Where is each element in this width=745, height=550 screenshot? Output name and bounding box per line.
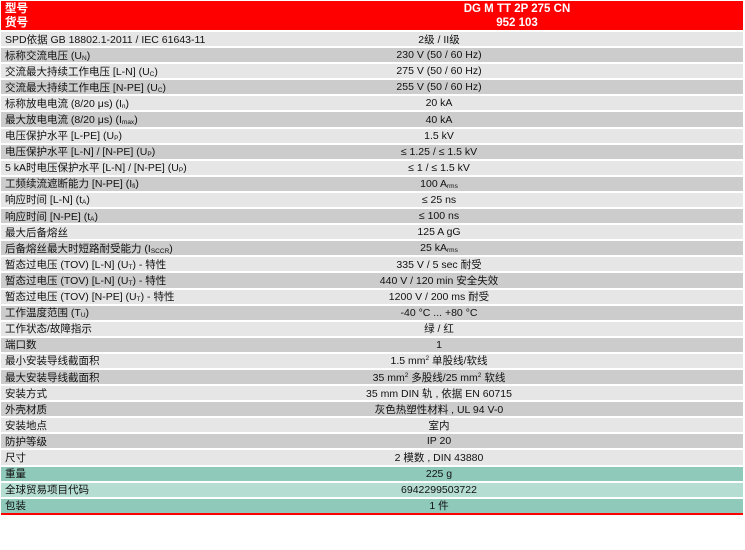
table-row: 最大放电电流 (8/20 μs) (Imax) 40 kA (1, 112, 743, 127)
table-row: 后备熔丝最大时短路耐受能力 (ISCCR) 25 kArms (1, 241, 743, 256)
spec-value: 35 mm DIN 轨 , 依据 EN 60715 (366, 387, 512, 400)
spec-value: 440 V / 120 min 安全失效 (379, 274, 499, 287)
spec-label: 响应时间 [L-N] (tA) (5, 194, 90, 207)
spec-label: 安装地点 (5, 419, 47, 432)
spec-label: 交流最大持续工作电压 [L-N] (UC) (5, 65, 158, 78)
spec-rows: SPD依据 GB 18802.1-2011 / IEC 61643-11 2级 /… (1, 32, 743, 513)
table-row: 响应时间 [N-PE] (tA) ≤ 100 ns (1, 209, 743, 224)
spec-label: 尺寸 (5, 451, 26, 464)
table-row: 标称放电电流 (8/20 μs) (In) 20 kA (1, 96, 743, 111)
table-row: 尺寸 2 模数 , DIN 43880 (1, 450, 743, 465)
spec-label: 后备熔丝最大时短路耐受能力 (ISCCR) (5, 242, 173, 255)
spec-value: 1.5 mm2 单股线/软线 (390, 355, 488, 368)
type-value: DG M TT 2P 275 CN (463, 3, 571, 15)
spec-value: ≤ 1 / ≤ 1.5 kV (408, 161, 470, 174)
spec-value: 230 V (50 / 60 Hz) (396, 49, 482, 62)
spec-value: 255 V (50 / 60 Hz) (396, 81, 482, 94)
spec-value: 275 V (50 / 60 Hz) (396, 65, 482, 78)
table-row: 端口数 1 (1, 337, 743, 352)
table-row: 响应时间 [L-N] (tA) ≤ 25 ns (1, 192, 743, 208)
spec-label: 响应时间 [N-PE] (tA) (5, 210, 99, 223)
table-row: 工频续流遮断能力 [N-PE] (Ifi) 100 Arms (1, 176, 743, 191)
spec-label: 暂态过电压 (TOV) [L-N] (UT) - 特性 (5, 258, 167, 271)
table-row: 5 kA时电压保护水平 [L-N] / [N-PE] (UP) ≤ 1 / ≤ 1… (1, 160, 743, 175)
spec-label: 工频续流遮断能力 [N-PE] (Ifi) (5, 178, 139, 191)
spec-value: 1.5 kV (424, 129, 454, 142)
spec-label: 端口数 (5, 339, 37, 352)
spec-label: 外壳材质 (5, 403, 47, 416)
table-bottom-border (1, 512, 743, 515)
spec-label: 最大放电电流 (8/20 μs) (Imax) (5, 114, 138, 127)
table-row: 交流最大持续工作电压 [N-PE] (UC) 255 V (50 / 60 Hz) (1, 80, 743, 95)
spec-label: 全球贸易项目代码 (5, 484, 89, 497)
table-row: 安装地点 室内 (1, 418, 743, 433)
spec-value: 125 A gG (417, 226, 461, 239)
spec-label: 暂态过电压 (TOV) [L-N] (UT) - 特性 (5, 274, 167, 287)
spec-value: ≤ 1.25 / ≤ 1.5 kV (400, 145, 478, 158)
spec-value: 20 kA (425, 97, 453, 110)
spec-table: 型号 货号 DG M TT 2P 275 CN 952 103 SPD依据 GB… (1, 1, 743, 515)
spec-label: 安装方式 (5, 387, 47, 400)
spec-label: 电压保护水平 [L-PE] (UP) (5, 130, 122, 143)
table-row: 最大后备熔丝 125 A gG (1, 225, 743, 240)
spec-value: 35 mm2 多股线/25 mm2 软线 (372, 371, 506, 384)
table-row: 重量 225 g (1, 466, 743, 481)
table-row: 暂态过电压 (TOV) [L-N] (UT) - 特性 335 V / 5 sec… (1, 257, 743, 272)
table-header: 型号 货号 DG M TT 2P 275 CN 952 103 (1, 1, 743, 30)
spec-label: 最小安装导线截面积 (5, 355, 100, 368)
table-row: 防护等级 IP 20 (1, 434, 743, 449)
spec-label: 5 kA时电压保护水平 [L-N] / [N-PE] (UP) (5, 162, 187, 175)
table-row: 外壳材质 灰色热塑性材料 , UL 94 V-0 (1, 402, 743, 417)
table-row: 工作状态/故障指示 绿 / 红 (1, 321, 743, 336)
spec-label: 重量 (5, 468, 26, 481)
spec-value: 2级 / II级 (418, 33, 460, 46)
table-row: 包装 1 件 (1, 498, 743, 513)
table-row: 最大安装导线截面积 35 mm2 多股线/25 mm2 软线 (1, 369, 743, 385)
spec-value: IP 20 (426, 435, 452, 448)
spec-label: 防护等级 (5, 435, 47, 448)
table-row: 交流最大持续工作电压 [L-N] (UC) 275 V (50 / 60 Hz) (1, 64, 743, 79)
spec-value: -40 °C ... +80 °C (400, 306, 478, 319)
spec-label: 暂态过电压 (TOV) [N-PE] (UT) - 特性 (5, 291, 175, 304)
spec-label: 标称交流电压 (UN) (5, 49, 91, 62)
table-row: 最小安装导线截面积 1.5 mm2 单股线/软线 (1, 353, 743, 368)
table-row: 暂态过电压 (TOV) [L-N] (UT) - 特性 440 V / 120 m… (1, 273, 743, 288)
spec-label: SPD依据 GB 18802.1-2011 / IEC 61643-11 (5, 33, 206, 46)
spec-label: 最大后备熔丝 (5, 226, 68, 239)
spec-label: 交流最大持续工作电压 [N-PE] (UC) (5, 81, 167, 94)
order-number-value: 952 103 (496, 17, 538, 29)
spec-label: 电压保护水平 [L-N] / [N-PE] (UP) (5, 146, 156, 159)
table-row: 安装方式 35 mm DIN 轨 , 依据 EN 60715 (1, 386, 743, 401)
spec-value: 6942299503722 (401, 483, 477, 496)
table-row: 电压保护水平 [L-N] / [N-PE] (UP) ≤ 1.25 / ≤ 1.5… (1, 144, 743, 159)
type-label: 型号 (5, 3, 28, 15)
spec-label: 标称放电电流 (8/20 μs) (In) (5, 97, 130, 110)
spec-value: 225 g (425, 467, 453, 480)
spec-value: 室内 (428, 419, 450, 432)
table-row: SPD依据 GB 18802.1-2011 / IEC 61643-11 2级 /… (1, 32, 743, 47)
spec-value: 335 V / 5 sec 耐受 (396, 258, 482, 271)
spec-value: 40 kA (425, 113, 453, 126)
table-row: 暂态过电压 (TOV) [N-PE] (UT) - 特性 1200 V / 200… (1, 289, 743, 304)
spec-value: 1 件 (429, 500, 449, 513)
spec-label: 包装 (5, 500, 26, 513)
spec-value: 1 (436, 338, 442, 351)
spec-value: 2 模数 , DIN 43880 (394, 451, 484, 464)
table-row: 标称交流电压 (UN) 230 V (50 / 60 Hz) (1, 48, 743, 63)
spec-value: 25 kArms (420, 242, 458, 255)
spec-label: 最大安装导线截面积 (5, 371, 100, 384)
table-row: 全球贸易项目代码 6942299503722 (1, 482, 743, 497)
table-row: 工作温度范围 (TU) -40 °C ... +80 °C (1, 305, 743, 320)
spec-value: 灰色热塑性材料 , UL 94 V-0 (374, 403, 504, 416)
spec-value: 绿 / 红 (424, 323, 454, 336)
order-number-label: 货号 (5, 17, 28, 29)
spec-label: 工作状态/故障指示 (5, 323, 92, 336)
spec-value: 100 Arms (420, 177, 458, 190)
spec-value: ≤ 100 ns (418, 210, 460, 223)
spec-value: 1200 V / 200 ms 耐受 (388, 291, 490, 304)
spec-label: 工作温度范围 (TU) (5, 307, 90, 320)
table-row: 电压保护水平 [L-PE] (UP) 1.5 kV (1, 128, 743, 143)
spec-value: ≤ 25 ns (421, 193, 457, 206)
